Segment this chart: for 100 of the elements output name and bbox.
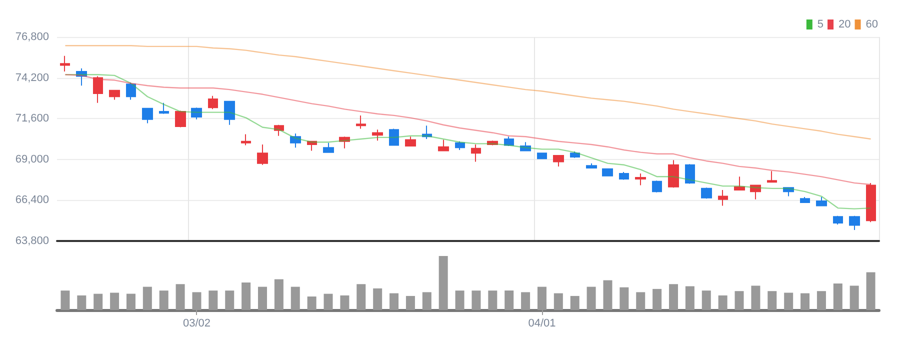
y-tick-label: 71,600	[15, 112, 49, 125]
bar	[784, 292, 794, 310]
bar	[94, 294, 103, 310]
candlestick	[109, 90, 120, 100]
bar	[340, 295, 350, 310]
y-tick-label: 74,200	[15, 72, 49, 84]
bar	[390, 293, 399, 310]
bar	[636, 292, 646, 310]
bar	[225, 290, 234, 310]
candlestick	[93, 76, 103, 104]
candlestick	[471, 144, 481, 162]
candlestick	[849, 215, 860, 231]
bar	[800, 293, 810, 310]
candlestick	[372, 129, 383, 142]
bar	[751, 286, 760, 310]
bar	[406, 296, 415, 310]
candlestick	[701, 187, 712, 200]
bar	[866, 272, 876, 310]
bar	[734, 291, 744, 310]
candlestick	[274, 124, 284, 136]
candlestick	[734, 176, 745, 190]
candlestick	[619, 171, 629, 180]
candlestick	[652, 180, 662, 193]
bar	[110, 292, 120, 310]
candlestick	[718, 190, 728, 206]
candlestick	[455, 140, 465, 150]
bar	[60, 290, 70, 310]
bar	[488, 290, 498, 310]
bar	[554, 293, 563, 310]
candlestick	[504, 136, 514, 147]
candlestick	[224, 100, 235, 126]
candlestick	[487, 140, 498, 146]
candlestick	[76, 68, 87, 86]
legend-label: 20	[838, 18, 851, 30]
x-tick-label: 04/01	[528, 318, 556, 330]
candlestick	[175, 110, 186, 128]
bar	[718, 295, 728, 310]
candlestick	[389, 128, 399, 146]
bar	[324, 294, 333, 310]
bar	[850, 286, 859, 310]
bar	[126, 294, 136, 310]
bar	[652, 288, 662, 310]
y-tick-label: 63,800	[15, 235, 49, 247]
candlestick	[60, 55, 70, 72]
bar	[274, 279, 284, 310]
bar	[455, 290, 464, 310]
y-tick-label: 69,000	[15, 153, 49, 166]
candlestick	[866, 182, 876, 223]
candlestick	[405, 136, 416, 147]
bar	[570, 296, 580, 310]
candlestick	[553, 154, 564, 167]
bar	[521, 292, 530, 310]
y-tick-label: 76,800	[15, 31, 49, 43]
candlestick	[586, 162, 597, 169]
bar	[242, 282, 251, 310]
bar	[176, 284, 185, 310]
candlestick	[307, 140, 317, 152]
candlestick	[750, 184, 761, 200]
candlestick	[668, 160, 679, 188]
bar	[159, 290, 168, 310]
candlestick	[422, 125, 432, 140]
bar	[833, 284, 842, 310]
bar	[768, 291, 777, 310]
bar	[472, 290, 481, 310]
bar	[685, 286, 694, 310]
bar	[669, 284, 678, 310]
bar	[422, 292, 432, 310]
bar	[307, 296, 316, 310]
candlestick	[800, 196, 810, 204]
candlestick	[159, 102, 169, 114]
bar	[258, 286, 267, 310]
bar	[208, 290, 218, 310]
candlestick	[783, 187, 794, 197]
candlestick	[208, 95, 218, 110]
candlestick	[142, 108, 153, 124]
legend-label: 60	[866, 18, 878, 30]
candlestick	[602, 168, 613, 176]
candlestick	[290, 133, 301, 148]
bar	[290, 286, 300, 310]
candlestick	[323, 142, 334, 153]
candlestick	[339, 136, 350, 149]
bar	[586, 286, 596, 310]
bar	[603, 280, 612, 310]
candlestick	[191, 107, 202, 120]
bar	[373, 288, 382, 310]
candlestick	[126, 82, 136, 100]
candlestick	[257, 144, 268, 166]
bar	[356, 284, 366, 310]
bar	[142, 286, 152, 310]
x-tick-label: 03/02	[182, 318, 211, 330]
candlestick	[520, 142, 531, 152]
bar	[438, 256, 448, 310]
bar	[620, 287, 629, 310]
candlestick	[537, 152, 547, 160]
candlestick	[635, 173, 646, 186]
legend-label: 5	[817, 18, 824, 30]
bar	[77, 295, 86, 310]
y-tick-label: 66,400	[15, 194, 49, 206]
candlestick	[767, 170, 777, 183]
candlestick	[570, 151, 580, 158]
